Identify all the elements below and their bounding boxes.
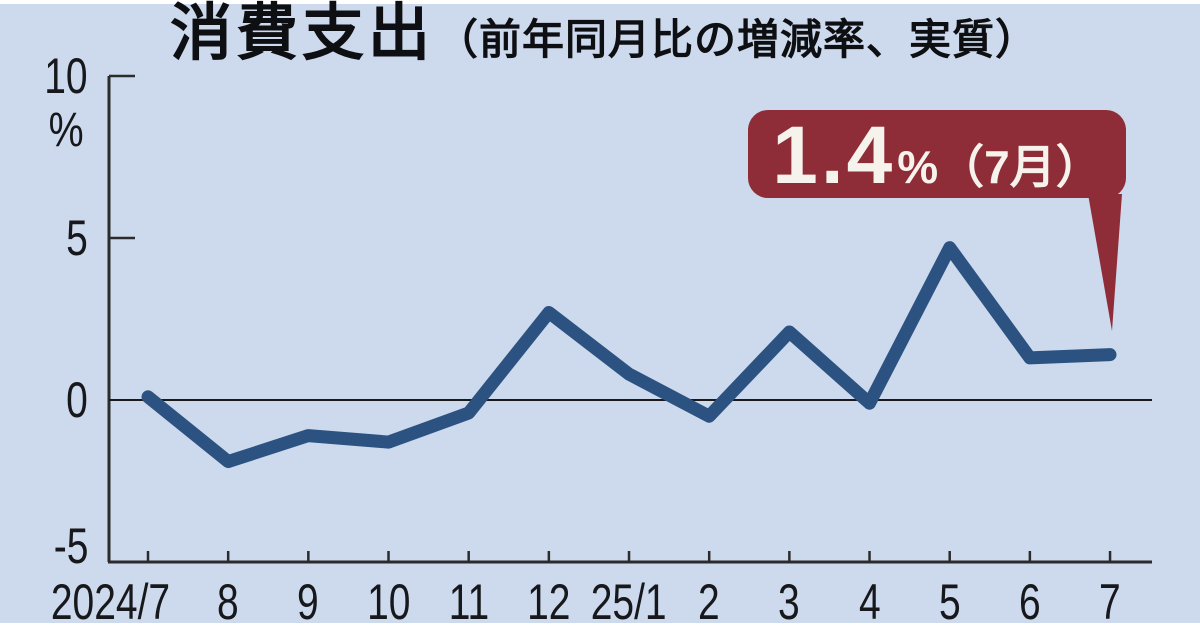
y-tick-label: 5 <box>66 210 88 266</box>
chart-subtitle: （前年同月比の増減率、実質） <box>436 16 1039 63</box>
callout-suffix: %（7月） <box>897 141 1102 193</box>
x-tick-label: 4 <box>858 574 881 630</box>
x-tick-label: 2024/7 <box>50 574 170 630</box>
callout-badge: 1.4 %（7月） <box>748 110 1126 198</box>
x-tick-label: 11 <box>448 574 489 630</box>
chart-title-block: 消費支出 （前年同月比の増減率、実質） <box>170 0 1038 70</box>
x-tick-label: 3 <box>778 574 801 630</box>
chart-title: 消費支出 <box>170 0 435 68</box>
x-tick-label: 2 <box>698 574 721 630</box>
x-tick-label: 9 <box>297 574 320 630</box>
y-tick-label: 0 <box>66 372 88 428</box>
x-tick-label: 5 <box>938 574 961 630</box>
y-tick-label: 10 <box>44 48 88 104</box>
x-tick-label: 10 <box>366 574 411 630</box>
x-tick-label: 8 <box>217 574 240 630</box>
y-tick-label: -5 <box>53 518 88 574</box>
x-tick-label: 6 <box>1019 574 1041 630</box>
consumption-line <box>141 241 1117 469</box>
x-tick-label: 25/1 <box>591 574 667 630</box>
x-tick-label: 7 <box>1099 574 1121 630</box>
y-axis-unit-label: % <box>48 104 84 157</box>
callout-value: 1.4 <box>772 110 896 201</box>
x-tick-label: 12 <box>527 574 571 630</box>
callout-tail <box>1088 194 1122 331</box>
